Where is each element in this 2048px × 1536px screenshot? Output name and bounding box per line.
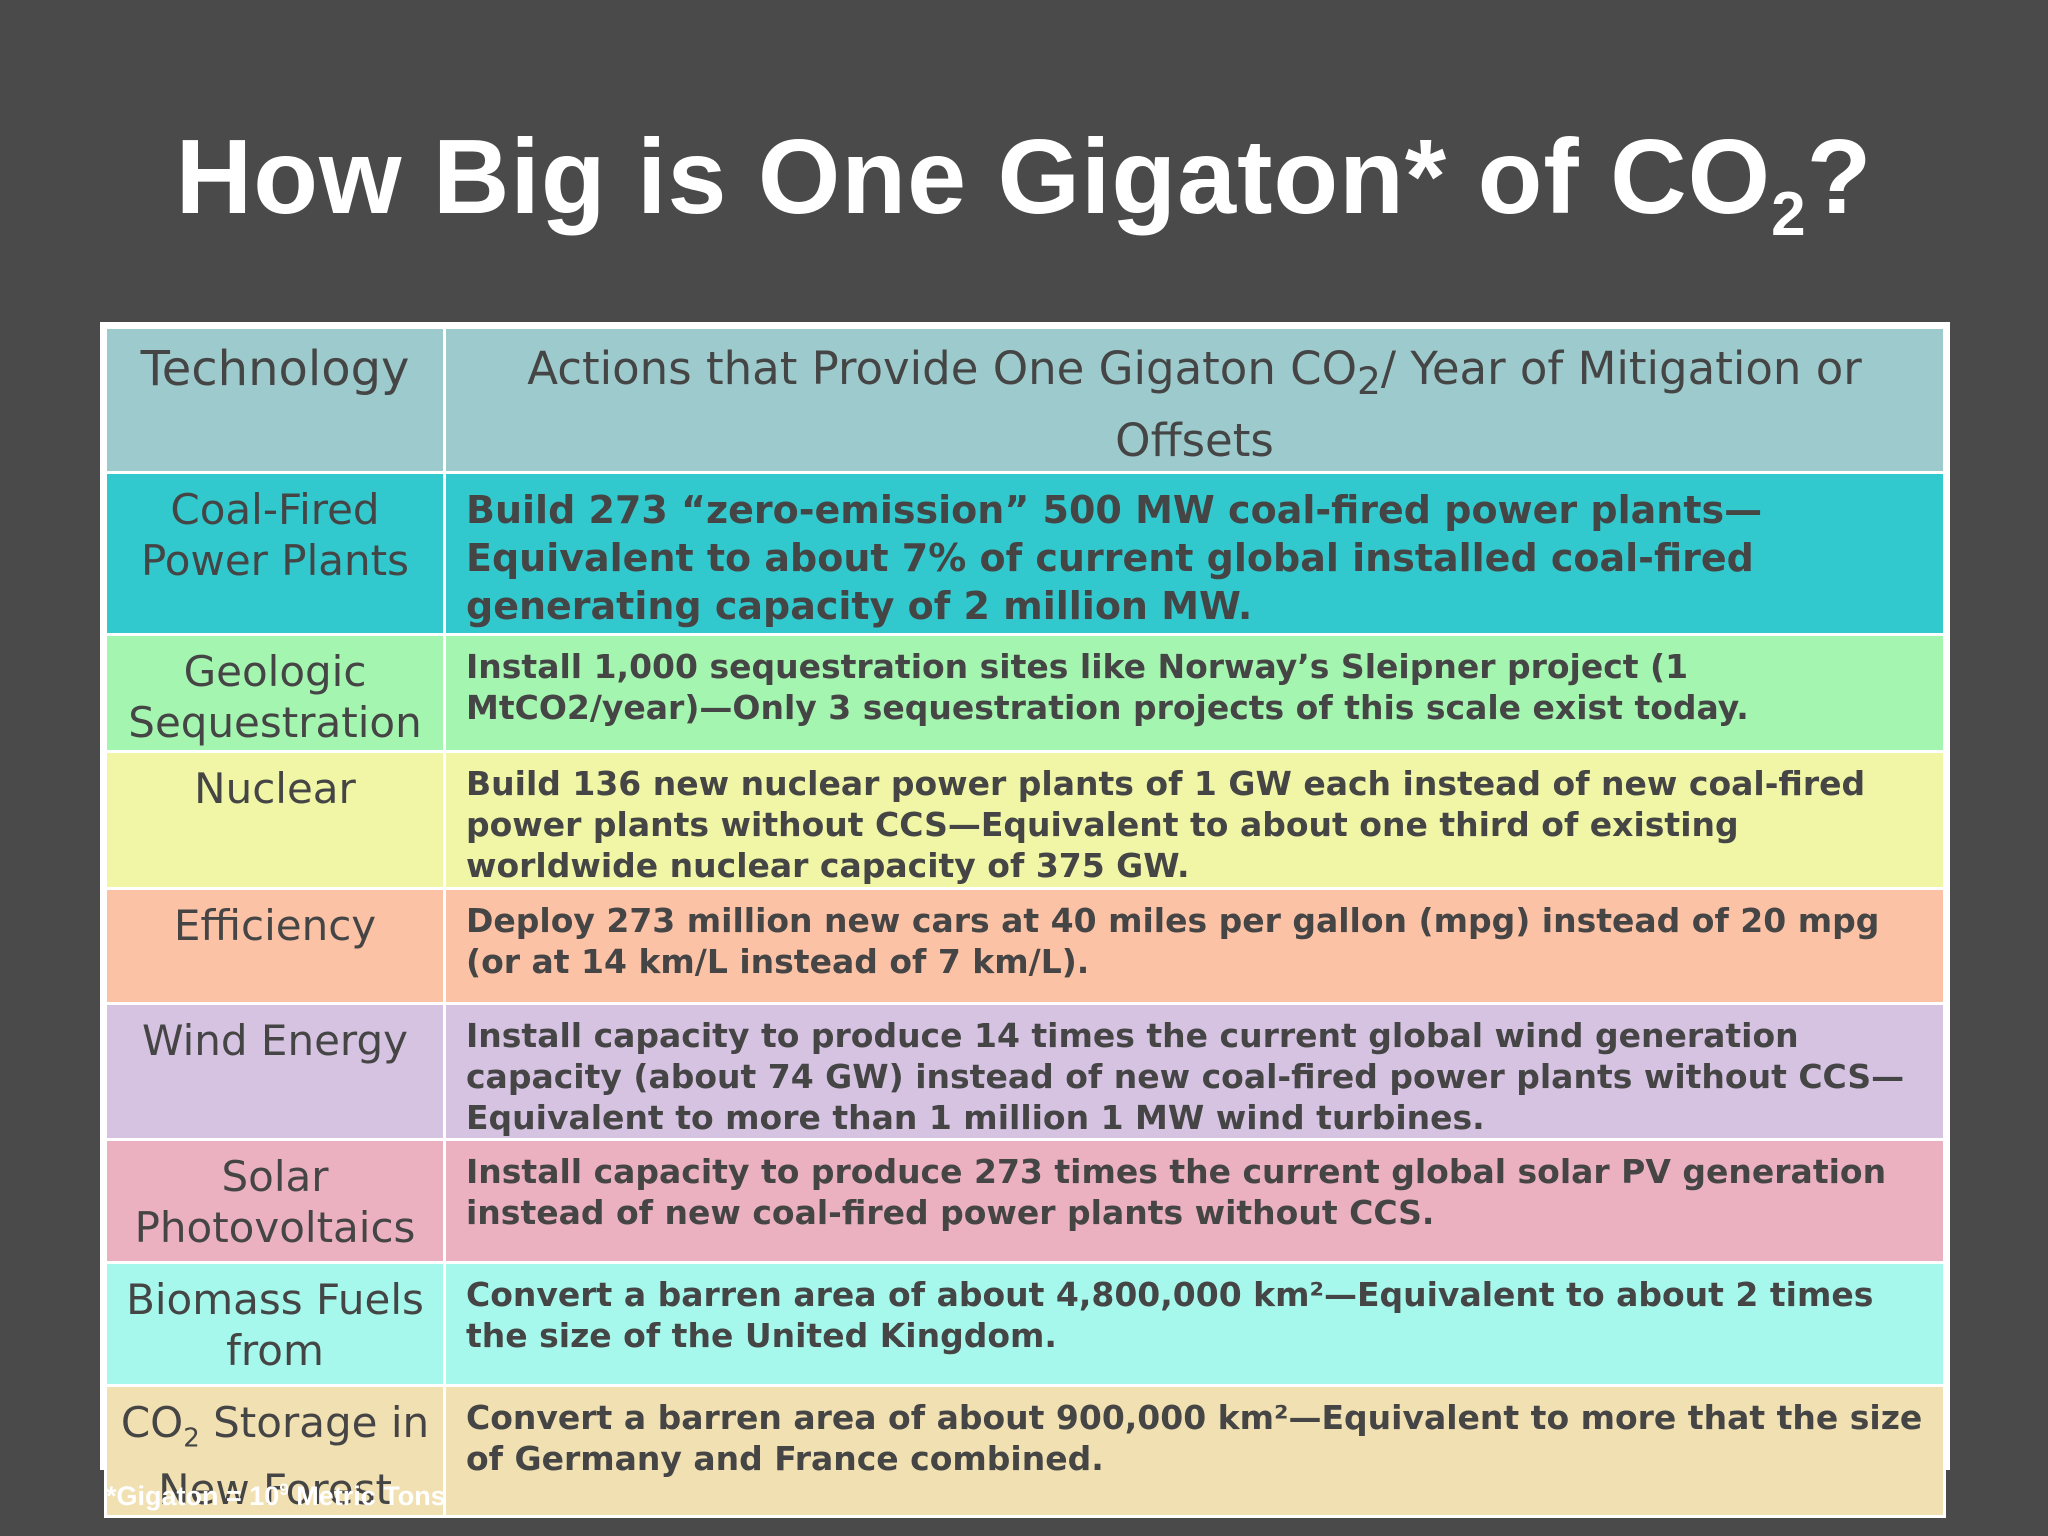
action-cell: Deploy 273 million new cars at 40 miles … xyxy=(443,887,1946,1005)
action-cell: Install 1,000 sequestration sites like N… xyxy=(443,633,1946,753)
technology-cell: Coal-Fired Power Plants xyxy=(104,471,446,636)
header-technology: Technology xyxy=(104,326,446,474)
action-cell: Build 273 “zero-emission” 500 MW coal-fi… xyxy=(443,471,1946,636)
technology-cell: Solar Photovoltaics xyxy=(104,1138,446,1264)
footnote-pre: *Gigaton = 10 xyxy=(106,1481,280,1511)
footnote-post: Metric Tons xyxy=(288,1481,446,1511)
slide-title: How Big is One Gigaton* of CO2? xyxy=(0,112,2048,246)
action-cell: Install capacity to produce 273 times th… xyxy=(443,1138,1946,1264)
title-text: How Big is One Gigaton* of CO xyxy=(175,118,1772,236)
footnote-exponent: 9 xyxy=(279,1480,289,1499)
co2-prefix: CO xyxy=(120,1398,184,1447)
technology-cell: Efficiency xyxy=(104,887,446,1005)
technology-cell: Wind Energy xyxy=(104,1002,446,1141)
table-row: Efficiency Deploy 273 million new cars a… xyxy=(104,887,1946,1005)
action-cell: Build 136 new nuclear power plants of 1 … xyxy=(443,750,1946,890)
header-actions-post: / Year of Mitigation or Offsets xyxy=(1115,342,1862,467)
header-actions-sub: 2 xyxy=(1357,359,1381,403)
technology-cell: Biomass Fuels from xyxy=(104,1261,446,1387)
action-cell: Convert a barren area of about 900,000 k… xyxy=(443,1383,1946,1519)
table-row: Biomass Fuels from Convert a barren area… xyxy=(104,1261,1946,1387)
table-row: Nuclear Build 136 new nuclear power plan… xyxy=(104,750,1946,890)
co2-subscript: 2 xyxy=(183,1423,200,1454)
header-actions: Actions that Provide One Gigaton CO2/ Ye… xyxy=(443,326,1946,474)
table-grid: Technology Actions that Provide One Giga… xyxy=(104,326,1946,1519)
technology-cell: CO2 Storage in New Forest xyxy=(104,1383,446,1519)
action-cell: Convert a barren area of about 4,800,000… xyxy=(443,1261,1946,1387)
technology-suffix: Storage in New Forest xyxy=(158,1398,430,1515)
footnote: *Gigaton = 109 Metric Tons xyxy=(106,1480,446,1512)
table-header-row: Technology Actions that Provide One Giga… xyxy=(104,326,1946,474)
action-cell: Install capacity to produce 14 times the… xyxy=(443,1002,1946,1141)
table-row: Coal-Fired Power Plants Build 273 “zero-… xyxy=(104,471,1946,636)
title-suffix: ? xyxy=(1806,118,1873,236)
table-row: Geologic Sequestration Install 1,000 seq… xyxy=(104,633,1946,753)
table-row: Wind Energy Install capacity to produce … xyxy=(104,1002,1946,1141)
gigaton-table: Technology Actions that Provide One Giga… xyxy=(100,322,1950,1519)
technology-cell: Nuclear xyxy=(104,750,446,890)
title-subscript: 2 xyxy=(1771,180,1807,249)
technology-cell: Geologic Sequestration xyxy=(104,633,446,753)
table-row: CO2 Storage in New Forest Convert a barr… xyxy=(104,1383,1946,1519)
table-row: Solar Photovoltaics Install capacity to … xyxy=(104,1138,1946,1264)
header-actions-pre: Actions that Provide One Gigaton CO xyxy=(527,342,1357,395)
